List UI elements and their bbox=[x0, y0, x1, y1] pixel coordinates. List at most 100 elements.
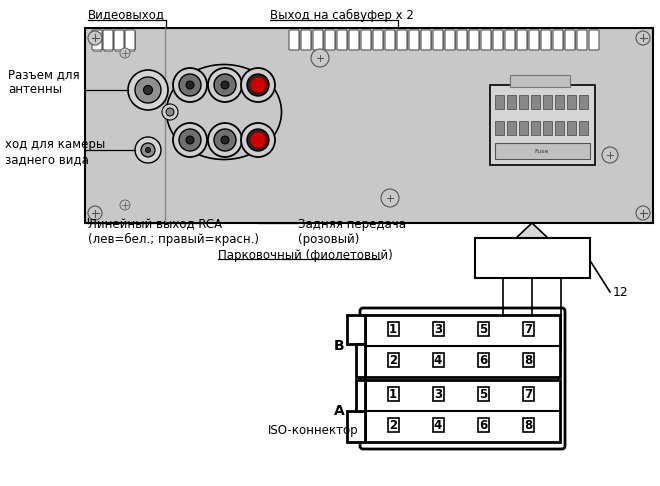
Circle shape bbox=[186, 136, 194, 144]
Circle shape bbox=[143, 86, 152, 94]
Bar bbox=[555, 121, 564, 135]
Circle shape bbox=[636, 31, 650, 45]
Circle shape bbox=[381, 189, 399, 207]
Text: 3: 3 bbox=[434, 323, 442, 335]
Bar bbox=[388, 418, 399, 432]
Circle shape bbox=[241, 68, 275, 102]
Bar bbox=[494, 31, 503, 49]
Text: 5: 5 bbox=[479, 387, 487, 400]
Bar bbox=[458, 31, 467, 49]
Text: 7: 7 bbox=[524, 387, 532, 400]
Text: 4: 4 bbox=[434, 418, 442, 432]
Bar bbox=[422, 31, 431, 49]
Bar bbox=[356, 344, 365, 377]
Bar bbox=[347, 411, 365, 442]
FancyBboxPatch shape bbox=[577, 30, 587, 50]
Bar bbox=[356, 380, 365, 411]
Text: 4: 4 bbox=[434, 353, 442, 366]
FancyBboxPatch shape bbox=[493, 30, 503, 50]
Bar bbox=[290, 31, 299, 49]
Bar bbox=[302, 31, 311, 49]
FancyBboxPatch shape bbox=[385, 30, 395, 50]
Bar bbox=[579, 121, 588, 135]
Circle shape bbox=[311, 49, 329, 67]
Bar bbox=[126, 31, 134, 51]
Circle shape bbox=[173, 123, 207, 157]
Bar bbox=[365, 315, 560, 377]
Bar bbox=[523, 353, 534, 367]
Bar bbox=[495, 121, 504, 135]
Bar bbox=[434, 31, 443, 49]
Bar bbox=[554, 31, 563, 49]
Bar bbox=[567, 121, 576, 135]
Text: 5: 5 bbox=[479, 323, 487, 335]
Bar bbox=[495, 143, 590, 159]
Text: 6: 6 bbox=[479, 418, 487, 432]
Bar bbox=[543, 121, 552, 135]
Circle shape bbox=[214, 74, 236, 96]
Circle shape bbox=[208, 68, 242, 102]
FancyBboxPatch shape bbox=[541, 30, 551, 50]
Bar bbox=[386, 31, 395, 49]
Circle shape bbox=[636, 206, 650, 220]
Bar bbox=[374, 31, 383, 49]
FancyBboxPatch shape bbox=[457, 30, 467, 50]
Bar bbox=[490, 85, 595, 165]
Text: B: B bbox=[334, 339, 345, 353]
FancyBboxPatch shape bbox=[445, 30, 455, 50]
Bar bbox=[433, 387, 444, 401]
Bar bbox=[523, 387, 534, 401]
Bar bbox=[115, 31, 124, 49]
Text: 1: 1 bbox=[389, 323, 397, 335]
Circle shape bbox=[128, 70, 168, 110]
Bar bbox=[314, 31, 323, 49]
Bar bbox=[104, 31, 112, 51]
Text: 1: 1 bbox=[389, 387, 397, 400]
Bar bbox=[542, 31, 551, 49]
Text: 12: 12 bbox=[613, 285, 629, 298]
FancyBboxPatch shape bbox=[337, 30, 347, 50]
FancyArrow shape bbox=[515, 223, 549, 239]
FancyBboxPatch shape bbox=[103, 30, 113, 50]
Bar bbox=[362, 31, 371, 49]
Bar bbox=[347, 315, 365, 344]
Bar bbox=[518, 31, 527, 49]
Text: Fuse: Fuse bbox=[535, 149, 549, 154]
FancyBboxPatch shape bbox=[409, 30, 419, 50]
Circle shape bbox=[135, 137, 161, 163]
FancyBboxPatch shape bbox=[505, 30, 515, 50]
Bar bbox=[85, 28, 653, 223]
Text: Линейный выход RCA
(лев=бел.; правый=красн.): Линейный выход RCA (лев=бел.; правый=кра… bbox=[88, 218, 259, 246]
Circle shape bbox=[179, 129, 201, 151]
Bar bbox=[530, 31, 539, 49]
Bar bbox=[567, 95, 576, 109]
Bar bbox=[365, 380, 560, 442]
FancyBboxPatch shape bbox=[421, 30, 431, 50]
Bar bbox=[433, 418, 444, 432]
Bar bbox=[433, 322, 444, 336]
FancyBboxPatch shape bbox=[517, 30, 527, 50]
Bar bbox=[519, 121, 528, 135]
Circle shape bbox=[145, 147, 150, 153]
Bar bbox=[478, 387, 489, 401]
Bar bbox=[531, 121, 540, 135]
Circle shape bbox=[602, 147, 618, 163]
Bar bbox=[507, 95, 516, 109]
Bar bbox=[93, 31, 102, 49]
Bar bbox=[519, 95, 528, 109]
FancyBboxPatch shape bbox=[433, 30, 443, 50]
FancyBboxPatch shape bbox=[373, 30, 383, 50]
Circle shape bbox=[247, 129, 269, 151]
Circle shape bbox=[241, 123, 275, 157]
Circle shape bbox=[214, 129, 236, 151]
Circle shape bbox=[88, 31, 102, 45]
Bar bbox=[388, 353, 399, 367]
Bar bbox=[398, 31, 407, 49]
Circle shape bbox=[250, 132, 266, 148]
Bar bbox=[482, 31, 491, 49]
Bar bbox=[478, 353, 489, 367]
Circle shape bbox=[179, 74, 201, 96]
Text: Разъем для
антенны: Разъем для антенны bbox=[8, 68, 80, 96]
Text: 8: 8 bbox=[524, 353, 532, 366]
FancyBboxPatch shape bbox=[325, 30, 335, 50]
